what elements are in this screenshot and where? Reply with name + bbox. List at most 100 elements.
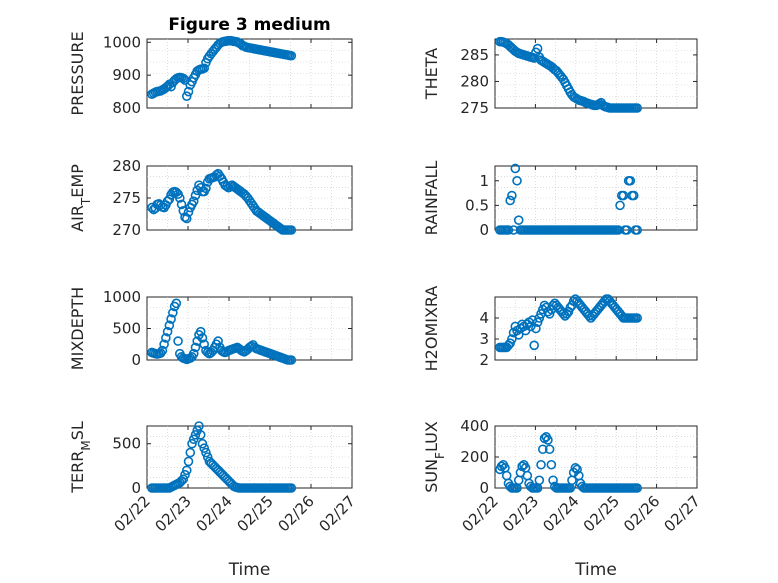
subplot-6: 2 3 4 H2OMIXRA: [422, 286, 698, 371]
data-point: [503, 225, 514, 235]
data-point: [525, 321, 536, 332]
data-point: [513, 215, 524, 225]
data-point: [546, 459, 557, 470]
data-point: [548, 300, 558, 311]
data-point: [162, 326, 173, 337]
data-point: [222, 181, 232, 192]
data-point: [181, 213, 192, 224]
data-point: [178, 73, 189, 84]
data-point: [286, 50, 297, 61]
data-point: [507, 334, 517, 344]
y-tick-label: 0.5: [465, 196, 489, 214]
x-axis-label: Time: [574, 560, 617, 580]
y-tick-label: 500: [112, 320, 141, 338]
data-point: [168, 307, 178, 318]
data-point: [157, 345, 168, 356]
data-point: [286, 483, 297, 493]
data-point: [632, 103, 643, 113]
data-point: [185, 447, 196, 458]
data-point: [584, 311, 594, 321]
data-point: [286, 225, 297, 235]
y-tick-label: 275: [112, 189, 141, 207]
x-axis-label: Time: [228, 560, 271, 580]
subplot-2: 275 280 285 THETA: [422, 36, 698, 117]
x-tick-label: 02/25: [580, 492, 623, 535]
y-tick-label: 3: [479, 330, 489, 348]
x-tick-label: 02/24: [539, 492, 582, 535]
chart-title: Figure 3 medium: [168, 15, 330, 35]
data-point: [202, 347, 213, 358]
subplot-3: 270 275 280 AIRTEMP: [68, 157, 353, 239]
data-point: [532, 43, 543, 54]
y-axis-label: THETA: [422, 48, 441, 100]
x-tick-label: 02/26: [620, 492, 663, 535]
data-point: [507, 190, 517, 201]
x-tick-label: 02/22: [459, 492, 502, 535]
data-point: [628, 190, 639, 201]
y-tick-label: 0: [131, 479, 141, 497]
y-tick-label: 800: [112, 99, 141, 117]
data-point: [505, 195, 515, 206]
data-point: [159, 339, 169, 350]
y-tick-label: 500: [112, 435, 141, 453]
y-tick-label: 275: [460, 99, 489, 117]
y-axis-label: SUNFLUX: [422, 421, 447, 493]
data-point: [155, 348, 166, 358]
data-point: [286, 355, 297, 365]
data-point: [176, 199, 187, 210]
data-point: [175, 193, 185, 203]
x-tick-label: 02/23: [152, 492, 195, 535]
data-point: [548, 475, 558, 486]
y-tick-label: 280: [460, 72, 489, 90]
data-point: [536, 459, 546, 470]
data-point: [213, 336, 223, 346]
subplot-4: 0 0.5 1 RAINFALL: [422, 161, 698, 239]
data-point: [510, 163, 521, 174]
data-point: [178, 474, 189, 484]
data-point: [190, 190, 201, 201]
data-point: [183, 86, 194, 97]
y-axis-label: PRESSURE: [68, 31, 87, 115]
data-point: [190, 430, 201, 440]
y-tick-label: 4: [479, 309, 489, 327]
data-point: [180, 469, 190, 480]
data-point: [570, 463, 581, 473]
data-point: [201, 183, 211, 194]
data-point: [164, 320, 175, 331]
data-point: [197, 333, 208, 343]
data-point: [529, 340, 539, 351]
y-tick-label: 280: [112, 157, 141, 175]
subplot-5: 0 500 1000 MIXDEPTH: [68, 287, 353, 370]
subplot-1: 800 900 1000 PRESSURE Figure 3 medium: [68, 15, 353, 117]
y-axis-label: MIXDEPTH: [68, 287, 87, 370]
y-tick-label: 400: [460, 417, 489, 435]
data-point: [201, 447, 211, 458]
y-tick-label: 2: [479, 351, 489, 369]
data-point: [543, 435, 553, 445]
y-tick-label: 1000: [103, 288, 141, 306]
data-point: [615, 200, 625, 211]
data-point: [188, 348, 199, 359]
x-tick-label: 02/27: [661, 492, 704, 535]
data-point: [171, 298, 182, 309]
data-point: [195, 430, 206, 440]
y-tick-label: 900: [112, 66, 141, 84]
data-point: [568, 296, 579, 307]
data-point: [181, 465, 192, 476]
y-tick-label: 1: [479, 172, 489, 190]
data-point: [632, 225, 643, 235]
data-point: [512, 175, 522, 186]
data-point: [558, 308, 569, 319]
data-point: [632, 313, 643, 323]
data-point: [199, 443, 209, 453]
data-point: [531, 323, 541, 334]
data-point: [194, 421, 204, 431]
y-tick-label: 285: [460, 46, 489, 64]
y-tick-label: 200: [460, 448, 489, 466]
data-point: [544, 444, 555, 455]
x-tick-label: 02/26: [275, 492, 318, 535]
y-axis-label: AIRTEMP: [68, 164, 93, 232]
